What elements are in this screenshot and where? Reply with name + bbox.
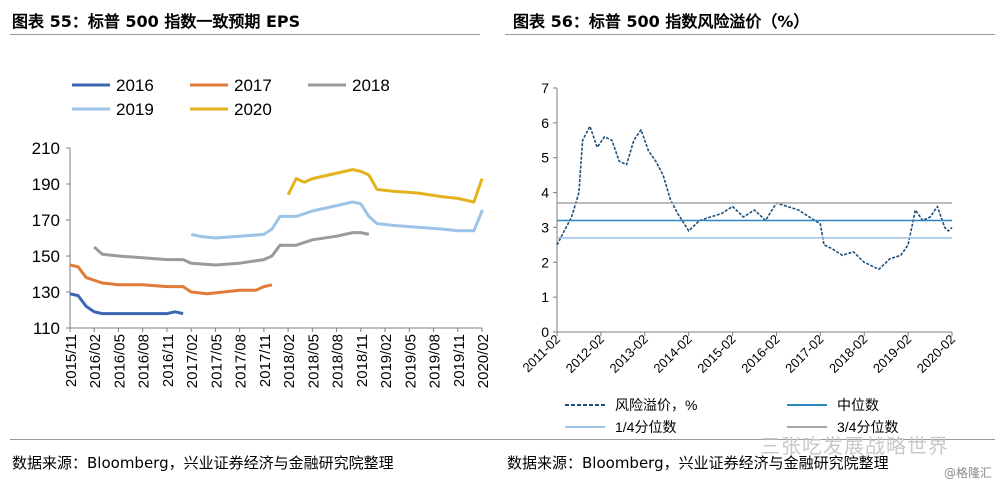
y-tick-label: 110 <box>33 319 60 338</box>
x-tick-label: 2019-02 <box>870 332 914 376</box>
x-tick-label: 2019/11 <box>451 334 468 387</box>
legend-label: 3/4分位数 <box>837 419 898 435</box>
x-tick-label: 2016/11 <box>160 334 177 387</box>
series-line-2020 <box>286 168 484 204</box>
x-tick-label: 2017/02 <box>184 334 201 388</box>
legend-label: 2017 <box>234 76 272 95</box>
x-tick-label: 2019/02 <box>378 334 395 388</box>
x-tick-label: 2014-02 <box>650 332 694 376</box>
series-line-risk-premium <box>556 125 953 271</box>
y-tick-label: 4 <box>541 185 549 201</box>
y-tick-label: 210 <box>32 139 60 158</box>
x-tick-label: 2018-02 <box>826 332 870 376</box>
series-line-2016 <box>69 292 184 316</box>
x-tick-label: 2018/11 <box>354 334 371 387</box>
y-tick-label: 170 <box>32 211 60 230</box>
y-tick-label: 190 <box>32 175 60 194</box>
watermark-text: 三张吃发展战略世界 <box>760 434 949 458</box>
x-tick-label: 2016/02 <box>87 334 104 388</box>
x-tick-label: 2019/05 <box>402 334 419 388</box>
x-tick-label: 2017/08 <box>233 334 250 388</box>
left-source-note: 数据来源：Bloomberg，兴业证券经济与金融研究院整理 <box>12 454 394 472</box>
source-divider <box>10 439 995 440</box>
legend-label: 风险溢价，% <box>615 397 697 413</box>
left-title-divider <box>10 34 480 35</box>
x-tick-label: 2018/05 <box>305 334 322 388</box>
right-source-note: 数据来源：Bloomberg，兴业证券经济与金融研究院整理 <box>507 454 889 472</box>
x-tick-label: 2015-02 <box>694 332 738 376</box>
legend-label: 2018 <box>352 76 390 95</box>
x-tick-label: 2018/08 <box>330 334 347 388</box>
y-tick-label: 130 <box>32 283 60 302</box>
legend-label: 2019 <box>116 100 154 119</box>
series-line-2017 <box>69 263 273 296</box>
y-tick-label: 2 <box>541 254 549 270</box>
x-tick-label: 2018/02 <box>281 334 298 388</box>
legend-label: 2020 <box>234 100 272 119</box>
x-tick-label: 2017-02 <box>782 332 826 376</box>
credit-text: @格隆汇 <box>943 466 992 480</box>
x-tick-label: 2015/11 <box>63 334 80 387</box>
y-tick-label: 0 <box>541 324 549 340</box>
x-tick-label: 2019/08 <box>427 334 444 388</box>
series-line-2019 <box>190 200 484 240</box>
x-tick-label: 2017/11 <box>257 334 274 387</box>
series-line-2018 <box>93 231 370 267</box>
left-chart-title: 图表 55：标普 500 指数一致预期 EPS <box>12 12 301 31</box>
right-title-divider <box>505 34 995 35</box>
right-chart-title: 图表 56：标普 500 指数风险溢价（%） <box>513 12 810 31</box>
y-tick-label: 7 <box>541 80 549 96</box>
x-tick-label: 2012-02 <box>563 332 607 376</box>
legend-label: 中位数 <box>837 397 879 413</box>
x-tick-label: 2016/08 <box>136 334 153 388</box>
y-tick-label: 3 <box>541 219 549 235</box>
y-tick-label: 1 <box>541 289 549 305</box>
x-tick-label: 2013-02 <box>607 332 651 376</box>
x-tick-label: 2020/02 <box>475 334 490 388</box>
y-tick-label: 5 <box>541 150 549 166</box>
x-tick-label: 2016-02 <box>738 332 782 376</box>
legend-label: 1/4分位数 <box>615 419 676 435</box>
eps-line-chart: 110 130 150 170 190 210 2015/11 2016/02 2016/05 2… <box>32 76 490 388</box>
y-tick-label: 150 <box>32 247 60 266</box>
x-tick-label: 2016/05 <box>111 334 128 388</box>
y-tick-label: 6 <box>541 115 549 131</box>
x-tick-label: 2020-02 <box>914 332 958 376</box>
x-tick-label: 2017/05 <box>208 334 225 388</box>
legend-label: 2016 <box>116 76 154 95</box>
